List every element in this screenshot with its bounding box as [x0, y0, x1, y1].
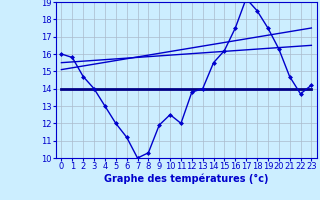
X-axis label: Graphe des températures (°c): Graphe des températures (°c) — [104, 174, 269, 184]
